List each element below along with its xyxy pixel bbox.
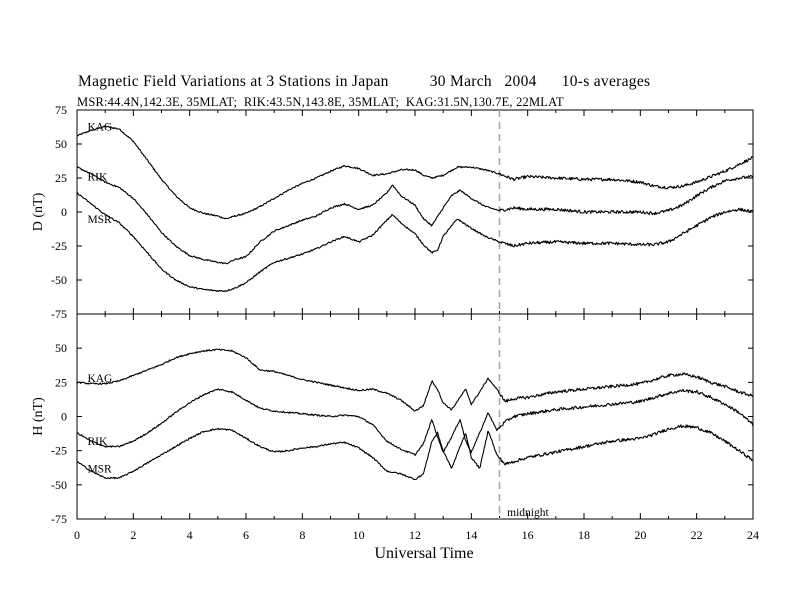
- chart-averaging: 10-s averages: [561, 73, 651, 90]
- annotation-msr-top: MSR: [87, 214, 112, 226]
- series-line-kag-bottom: [76, 348, 754, 412]
- y-tick-label-bottom: 25: [55, 375, 67, 389]
- x-tick-label: 6: [243, 528, 249, 542]
- y-tick-label-top: -25: [51, 239, 67, 253]
- y-tick-label-bottom: -50: [51, 478, 67, 492]
- y-tick-label-bottom: -25: [51, 444, 67, 458]
- x-tick-label: 10: [353, 528, 365, 542]
- x-tick-label: 8: [299, 528, 305, 542]
- x-tick-label: 2: [130, 528, 136, 542]
- y-tick-label-top: -75: [51, 307, 67, 321]
- x-axis-label: Universal Time: [374, 545, 473, 562]
- series-line-kag-top: [76, 125, 754, 220]
- annotation-midnight-bottom: midnight: [507, 507, 549, 519]
- x-tick-label: 14: [465, 528, 477, 542]
- y-tick-label-top: -50: [51, 273, 67, 287]
- series-line-rik-top: [76, 166, 754, 265]
- chart-date: 30 March 2004: [429, 73, 537, 90]
- annotation-rik-bottom: RIK: [87, 436, 108, 448]
- y-tick-label-top: 50: [55, 137, 67, 151]
- plot-frame-bottom: [76, 313, 754, 520]
- y-tick-label-top: 75: [55, 103, 67, 117]
- panel-d-component: 75 50 25 0 -25 -50 -75 D (nT) KAG RIK MSR: [31, 103, 754, 321]
- y-tick-label-top: 25: [55, 171, 67, 185]
- x-tick-label: 16: [522, 528, 534, 542]
- annotation-msr-bottom: MSR: [87, 463, 112, 475]
- x-tick-label: 12: [409, 528, 421, 542]
- x-tick-label: 24: [747, 528, 759, 542]
- station-coordinates: MSR:44.4N,142.3E, 35MLAT; RIK:43.5N,143.…: [77, 95, 564, 109]
- series-line-rik-bottom: [76, 388, 754, 457]
- x-tick-label: 0: [74, 528, 80, 542]
- chart-title-text: Magnetic Field Variations at 3 Stations …: [78, 73, 389, 90]
- x-tick-label: 4: [187, 528, 193, 542]
- x-tick-label: 22: [691, 528, 703, 542]
- y-axis-label-top: D (nT): [31, 192, 46, 231]
- y-tick-label-bottom: 0: [61, 410, 67, 424]
- chart-title: Magnetic Field Variations at 3 Stations …: [78, 73, 650, 91]
- annotation-kag-top: KAG: [87, 121, 112, 133]
- plot-frame-top: [76, 109, 754, 315]
- y-axis-label-bottom: H (nT): [31, 397, 46, 436]
- x-tick-label: 20: [634, 528, 646, 542]
- y-tick-label-top: 0: [61, 205, 67, 219]
- y-tick-label-bottom: -75: [51, 512, 67, 526]
- series-line-msr-top: [76, 191, 753, 293]
- annotation-kag-bottom: KAG: [87, 373, 112, 385]
- y-tick-label-bottom: 50: [55, 341, 67, 355]
- series-line-msr-bottom: [76, 424, 754, 481]
- annotation-rik-top: RIK: [87, 172, 108, 184]
- x-tick-label: 18: [578, 528, 590, 542]
